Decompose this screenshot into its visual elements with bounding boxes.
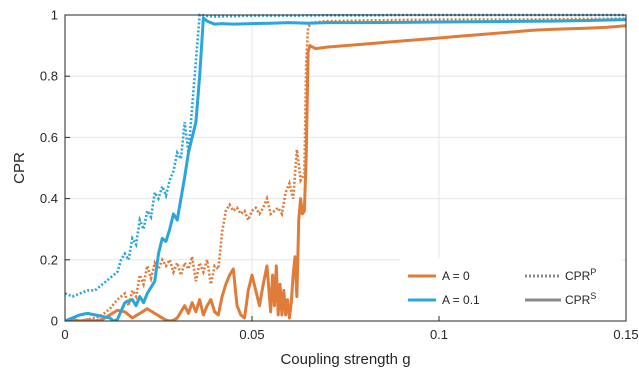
- x-axis-label: Coupling strength g: [280, 351, 410, 368]
- legend-label-cprs: CPRS: [565, 291, 596, 307]
- legend-label-cprs-base: CPR: [565, 293, 591, 307]
- x-tick-label: 0.1: [430, 327, 448, 342]
- series-line-a0-cprp: [65, 17, 626, 321]
- legend-label-a01: A = 0.1: [442, 293, 480, 307]
- y-tick-label: 0.8: [40, 69, 58, 84]
- y-tick-label: 0: [51, 314, 58, 329]
- y-tick-label: 1: [51, 8, 58, 23]
- series-line-a0-cprs: [65, 24, 626, 321]
- x-tick-label: 0.05: [239, 327, 264, 342]
- x-tick-label: 0.15: [613, 327, 638, 342]
- y-tick-label: 0.2: [40, 252, 58, 267]
- legend-label-cprp: CPRP: [565, 267, 596, 283]
- legend-box: [400, 258, 622, 316]
- legend-label-a0: A = 0: [442, 269, 470, 283]
- y-tick-label: 0.6: [40, 130, 58, 145]
- series-line-a01-cprs: [65, 16, 626, 321]
- legend-label-cprp-base: CPR: [565, 269, 591, 283]
- y-tick-label: 0.4: [40, 191, 58, 206]
- x-tick-label: 0: [61, 327, 68, 342]
- legend-label-cprs-sup: S: [590, 291, 596, 301]
- axes-layer: 0 0.05 0.1 0.15 0 0.2 0.4 0.6 0.8 1: [40, 8, 639, 343]
- legend: A = 0 A = 0.1 CPRP CPRS: [400, 258, 622, 316]
- plot-frame: [64, 14, 627, 322]
- y-axis-label: CPR: [11, 152, 28, 184]
- legend-label-cprp-sup: P: [590, 267, 596, 277]
